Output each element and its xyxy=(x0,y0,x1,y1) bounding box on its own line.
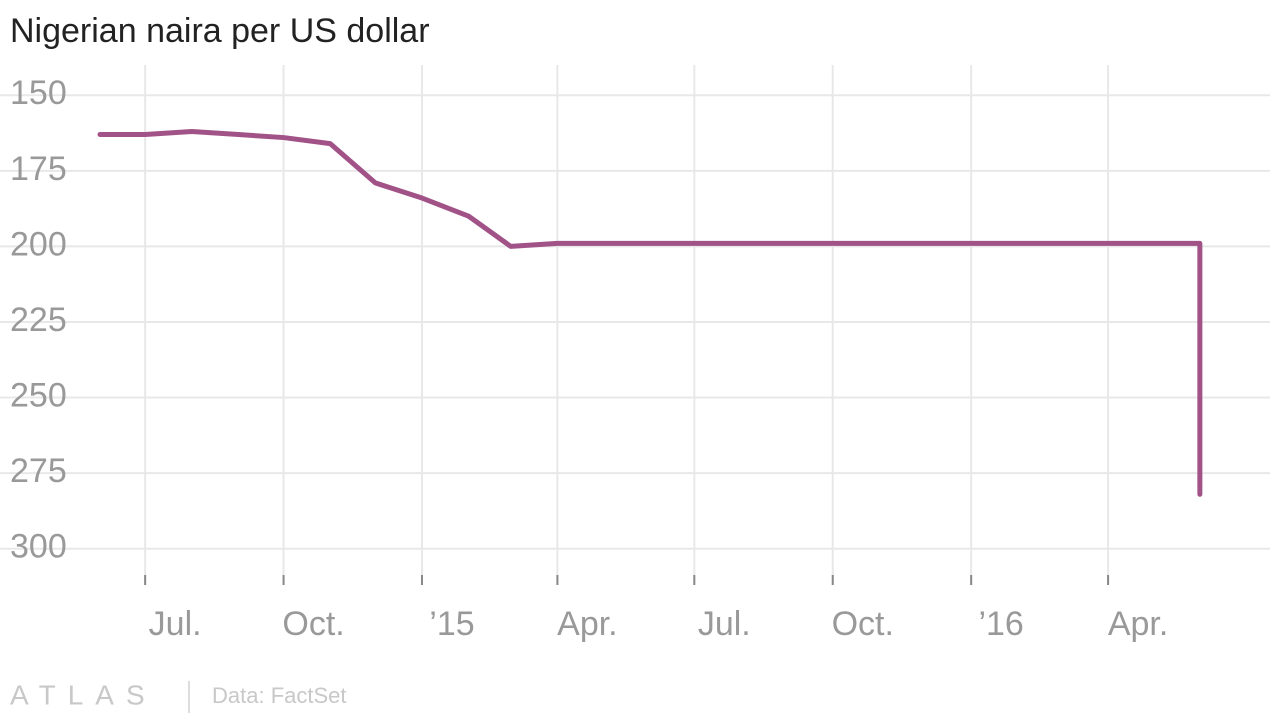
y-tick-label: 150 xyxy=(10,74,67,112)
x-tick-label: ’16 xyxy=(978,605,1023,643)
y-tick-label: 175 xyxy=(10,150,67,188)
x-tick-label: Apr. xyxy=(557,605,617,643)
logo: ATLAS xyxy=(10,679,157,710)
x-tick-label: Jul. xyxy=(698,605,751,643)
y-tick-label: 225 xyxy=(10,301,67,339)
x-tick-label: Apr. xyxy=(1108,605,1168,643)
chart-title: Nigerian naira per US dollar xyxy=(10,12,430,50)
y-tick-label: 250 xyxy=(10,377,67,415)
x-tick-label: Oct. xyxy=(282,605,344,643)
y-tick-label: 200 xyxy=(10,225,67,263)
x-tick-label: Jul. xyxy=(149,605,202,643)
y-tick-label: 300 xyxy=(10,528,67,566)
x-tick-label: ’15 xyxy=(429,605,474,643)
y-tick-label: 275 xyxy=(10,452,67,490)
data-line xyxy=(97,129,1203,497)
x-tick-label: Oct. xyxy=(832,605,894,643)
source: Data: FactSet xyxy=(212,683,347,708)
